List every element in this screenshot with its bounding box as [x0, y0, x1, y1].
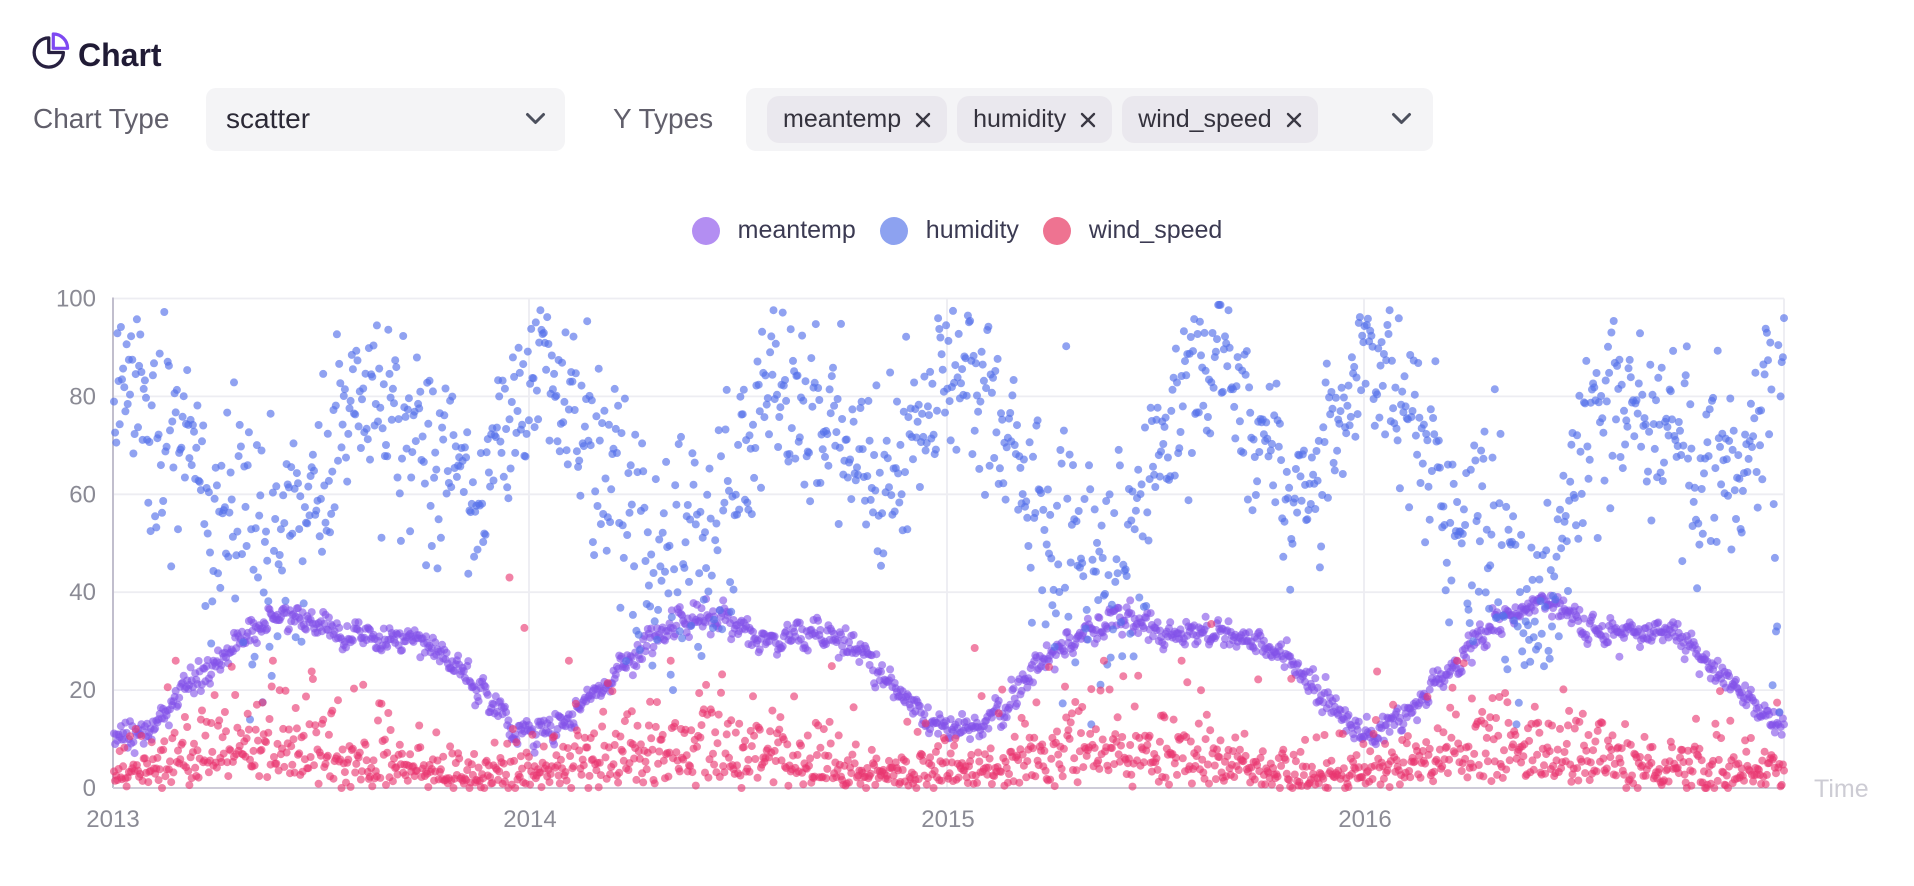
svg-text:2016: 2016 — [1338, 806, 1391, 833]
svg-text:2015: 2015 — [921, 806, 974, 833]
svg-text:100: 100 — [56, 286, 96, 313]
svg-text:Time: Time — [1814, 775, 1869, 803]
svg-text:60: 60 — [69, 481, 96, 508]
svg-text:2013: 2013 — [86, 806, 139, 833]
svg-text:80: 80 — [69, 383, 96, 410]
svg-text:40: 40 — [69, 579, 96, 606]
svg-text:20: 20 — [69, 677, 96, 704]
svg-text:2014: 2014 — [503, 806, 556, 833]
svg-text:0: 0 — [83, 775, 96, 802]
